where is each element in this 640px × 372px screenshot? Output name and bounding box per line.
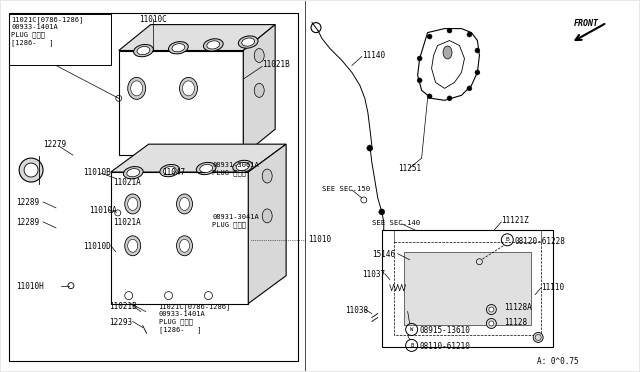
Ellipse shape [125, 194, 141, 214]
Ellipse shape [168, 42, 188, 54]
Circle shape [447, 28, 452, 33]
Text: B: B [410, 343, 413, 348]
Text: 11128: 11128 [504, 318, 527, 327]
Circle shape [427, 94, 432, 99]
Text: 08915-13610: 08915-13610 [420, 327, 470, 336]
Text: 08120-61228: 08120-61228 [515, 237, 565, 246]
Polygon shape [111, 144, 286, 172]
Ellipse shape [262, 169, 272, 183]
Text: 12289: 12289 [16, 218, 39, 227]
Text: 11038: 11038 [345, 305, 368, 315]
Polygon shape [243, 25, 275, 155]
Ellipse shape [160, 164, 180, 177]
Text: W: W [410, 327, 413, 332]
Text: 11010D: 11010D [83, 242, 111, 251]
Ellipse shape [131, 81, 143, 96]
Text: SEE SEC.140: SEE SEC.140 [372, 220, 420, 226]
Ellipse shape [236, 162, 249, 170]
Polygon shape [418, 29, 479, 100]
Text: 11047: 11047 [163, 168, 186, 177]
Ellipse shape [233, 160, 253, 173]
Circle shape [489, 321, 494, 326]
Circle shape [475, 70, 480, 75]
Circle shape [486, 318, 497, 328]
Polygon shape [248, 144, 286, 304]
Polygon shape [9, 13, 298, 361]
Ellipse shape [196, 162, 216, 174]
Ellipse shape [128, 77, 146, 99]
Text: B: B [506, 237, 509, 242]
Text: 11037: 11037 [362, 270, 385, 279]
Text: SEE SEC.150: SEE SEC.150 [322, 186, 370, 192]
Ellipse shape [242, 38, 255, 46]
Text: 12289: 12289 [16, 198, 39, 207]
Circle shape [486, 305, 497, 314]
Ellipse shape [182, 81, 195, 96]
Ellipse shape [180, 77, 198, 99]
Text: 11021A: 11021A [113, 218, 141, 227]
Text: 11010: 11010 [308, 235, 331, 244]
Ellipse shape [163, 167, 176, 175]
Text: 08931-3041A
PLUG プラグ: 08931-3041A PLUG プラグ [212, 214, 259, 228]
Ellipse shape [172, 44, 185, 52]
Polygon shape [111, 172, 248, 304]
Ellipse shape [207, 41, 220, 49]
Text: 11128A: 11128A [504, 302, 532, 312]
Text: 11251: 11251 [397, 164, 421, 173]
Ellipse shape [254, 48, 264, 62]
Circle shape [489, 307, 494, 312]
Circle shape [427, 34, 432, 39]
Polygon shape [119, 51, 243, 155]
Circle shape [467, 32, 472, 37]
Text: 11010B: 11010B [83, 168, 111, 177]
Ellipse shape [177, 194, 193, 214]
Ellipse shape [137, 46, 150, 55]
Ellipse shape [134, 45, 154, 57]
Circle shape [24, 163, 38, 177]
Text: 11021A: 11021A [113, 178, 141, 187]
Ellipse shape [180, 198, 189, 211]
Ellipse shape [127, 169, 140, 177]
Circle shape [19, 158, 43, 182]
Ellipse shape [204, 39, 223, 51]
Text: 15146: 15146 [372, 250, 395, 259]
Circle shape [379, 209, 385, 215]
Ellipse shape [254, 83, 264, 97]
Ellipse shape [238, 36, 258, 48]
Text: 11021B: 11021B [262, 61, 290, 70]
Text: 11110: 11110 [541, 283, 564, 292]
Circle shape [533, 333, 543, 342]
Circle shape [467, 86, 472, 91]
Text: FRONT: FRONT [574, 19, 599, 28]
Ellipse shape [200, 164, 212, 173]
Text: 11021C[0786-1286]
00933-1401A
PLUG プラグ
[1286-   ]: 11021C[0786-1286] 00933-1401A PLUG プラグ [… [159, 304, 231, 333]
Ellipse shape [180, 239, 189, 252]
Polygon shape [404, 252, 531, 326]
Circle shape [367, 145, 373, 151]
Circle shape [447, 96, 452, 101]
Circle shape [417, 56, 422, 61]
Text: 08931-3061A
PLUG プラグ: 08931-3061A PLUG プラグ [212, 162, 259, 176]
Circle shape [417, 78, 422, 83]
Ellipse shape [125, 236, 141, 256]
Text: 11021C[0786-1286]
00933-1401A
PLUG プラグ
[1286-   ]: 11021C[0786-1286] 00933-1401A PLUG プラグ [… [11, 17, 83, 46]
Ellipse shape [128, 198, 138, 211]
Text: 12293: 12293 [109, 318, 132, 327]
Ellipse shape [262, 209, 272, 223]
Text: 12279: 12279 [43, 140, 66, 149]
Text: 11140: 11140 [362, 51, 385, 60]
Text: 11121Z: 11121Z [501, 216, 529, 225]
Text: 11021B: 11021B [109, 302, 136, 311]
Ellipse shape [124, 167, 143, 179]
Text: 11010H: 11010H [16, 282, 44, 291]
Text: 08110-61210: 08110-61210 [420, 342, 470, 352]
Ellipse shape [128, 239, 138, 252]
Circle shape [475, 48, 480, 53]
Polygon shape [119, 25, 275, 51]
Text: A: 0^0.75: A: 0^0.75 [537, 357, 579, 366]
Text: 11010A: 11010A [89, 206, 116, 215]
Ellipse shape [177, 236, 193, 256]
Text: 11010C: 11010C [139, 15, 166, 24]
Ellipse shape [443, 46, 452, 59]
